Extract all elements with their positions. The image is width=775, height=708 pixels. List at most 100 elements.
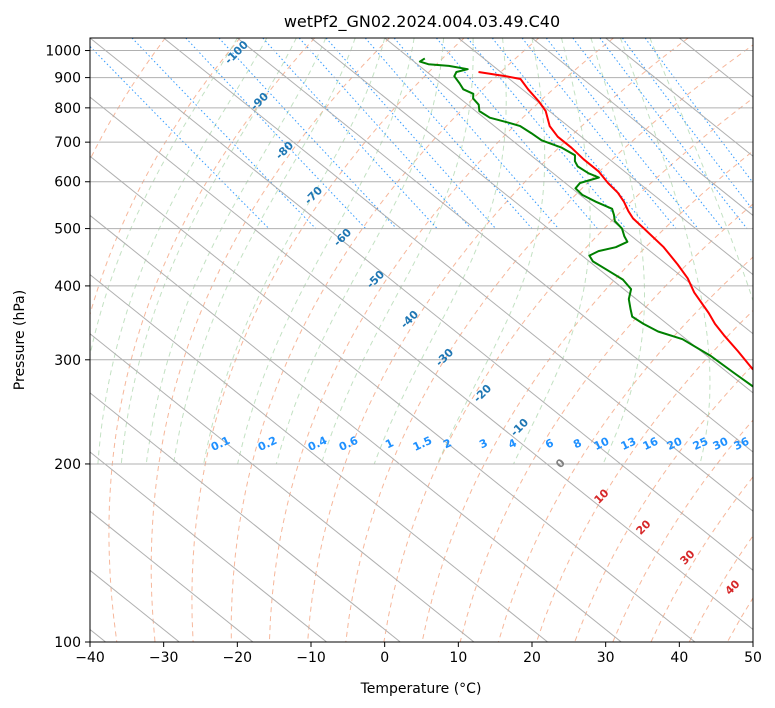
x-axis: −40 −30 −20 −10 0 10 20 30 40 50 (75, 642, 762, 666)
y-axis: 1000 900 800 700 600 500 400 300 200 100 (45, 44, 90, 651)
x-tick-label: 40 (670, 650, 688, 666)
x-tick-label: −10 (296, 650, 326, 666)
moist-adiabat (237, 38, 415, 465)
mixing-ratio-label: 36 (732, 435, 752, 453)
x-tick-label: 20 (523, 650, 541, 666)
mixing-ratio-label: 10 (592, 435, 612, 453)
mixing-ratio-label: 16 (641, 435, 661, 453)
dry-adiabat (459, 203, 753, 642)
dry-adiabat-label: -40 (398, 308, 421, 331)
moist-adiabat-label: 40 (723, 577, 743, 597)
y-tick-label: 1000 (45, 44, 81, 60)
mixing-ratio-line (218, 38, 397, 229)
mixing-ratio-label: 8 (571, 436, 583, 451)
isotherm (384, 38, 753, 335)
mixing-ratio-line (572, 38, 723, 229)
moist-adiabat-label: 10 (592, 486, 612, 506)
y-tick-label: 800 (54, 101, 81, 117)
moist-adiabat (120, 38, 297, 465)
x-tick-label: 10 (449, 650, 467, 666)
mixing-ratio-line (325, 38, 497, 229)
x-tick-label: 0 (380, 650, 389, 666)
dry-adiabat (688, 535, 753, 642)
moist-adiabat (275, 38, 445, 465)
mixing-ratio-line (298, 38, 472, 229)
moist-adiabat (173, 38, 356, 465)
moist-adiabat (619, 38, 711, 465)
moist-adiabat (97, 38, 268, 465)
dry-adiabat (497, 256, 753, 642)
moist-adiabat (145, 38, 327, 465)
x-tick-label: 50 (744, 650, 762, 666)
x-tick-label: −30 (149, 650, 179, 666)
dry-adiabat (191, 38, 465, 642)
profile-lines (418, 57, 753, 388)
moist-adiabat-label: 20 (634, 517, 654, 537)
mixing-ratio-line (467, 38, 627, 229)
mixing-ratio-label: 0.2 (256, 434, 279, 454)
isotherm (163, 38, 753, 512)
x-tick-label: −40 (75, 650, 105, 666)
mixing-ratio-line (599, 38, 748, 229)
isotherm (90, 333, 475, 642)
dry-adiabat (268, 38, 614, 642)
temperature-line (478, 71, 753, 371)
mixing-ratio-line (436, 38, 598, 229)
dry-adiabat (108, 38, 316, 642)
mixing-ratio-label: 25 (691, 435, 710, 453)
dry-adiabat-label: 0 (553, 456, 568, 471)
dry-adiabat-label: -70 (302, 184, 325, 207)
mixing-ratio-label: 2 (441, 436, 453, 451)
mixing-ratio-line (644, 38, 753, 184)
moist-adiabat (590, 38, 645, 465)
mixing-ratio-label: 30 (711, 435, 731, 453)
mixing-ratio-line (262, 38, 438, 229)
y-tick-label: 200 (54, 457, 81, 473)
isotherm (752, 38, 753, 39)
x-axis-label: Temperature (°C) (360, 681, 482, 697)
dry-adiabat-label: -100 (222, 38, 251, 67)
dry-adiabat (90, 38, 166, 161)
dry-adiabat (150, 38, 390, 642)
mixing-ratio-label: 1 (383, 436, 395, 451)
moist-adiabat (437, 38, 546, 465)
dry-adiabat-label: -30 (433, 346, 456, 369)
isotherm (90, 96, 753, 631)
y-tick-label: 100 (54, 635, 81, 651)
dry-adiabat (230, 38, 540, 642)
moist-adiabat (320, 38, 474, 465)
moist-adiabat (649, 38, 753, 303)
dry-adiabat (612, 419, 753, 642)
y-tick-label: 400 (54, 279, 81, 295)
mixing-ratio-label: 20 (665, 435, 685, 453)
moist-adiabat (90, 38, 238, 358)
y-tick-label: 900 (54, 71, 81, 87)
dry-adiabat (307, 38, 689, 642)
y-axis-label: Pressure (hPa) (12, 290, 28, 390)
isotherm (310, 38, 753, 394)
isotherm (90, 214, 622, 642)
background-lines (90, 38, 775, 642)
mixing-ratio-line (393, 38, 559, 229)
mixing-ratio-label: 0.6 (337, 434, 360, 454)
dry-adiabat-label: -20 (471, 382, 494, 405)
isotherm (90, 510, 254, 642)
dewpoint-line (418, 57, 753, 388)
mixing-ratio-label: 0.1 (209, 434, 232, 454)
y-tick-label: 700 (54, 135, 81, 151)
plot-frame (89, 37, 754, 643)
isotherm (90, 451, 327, 642)
dry-adiabat (766, 38, 775, 642)
isotherm (90, 273, 548, 642)
mixing-ratio-line (185, 38, 367, 229)
dry-adiabat (383, 97, 753, 642)
isotherm (90, 155, 696, 642)
y-tick-label: 300 (54, 353, 81, 369)
y-tick-label: 600 (54, 175, 81, 191)
dry-adiabat-label: -50 (364, 268, 387, 291)
dry-adiabat (726, 597, 753, 642)
x-tick-label: 30 (597, 650, 615, 666)
mixing-ratio-label: 3 (477, 436, 489, 451)
isotherm (90, 38, 753, 571)
isotherm (605, 38, 753, 157)
